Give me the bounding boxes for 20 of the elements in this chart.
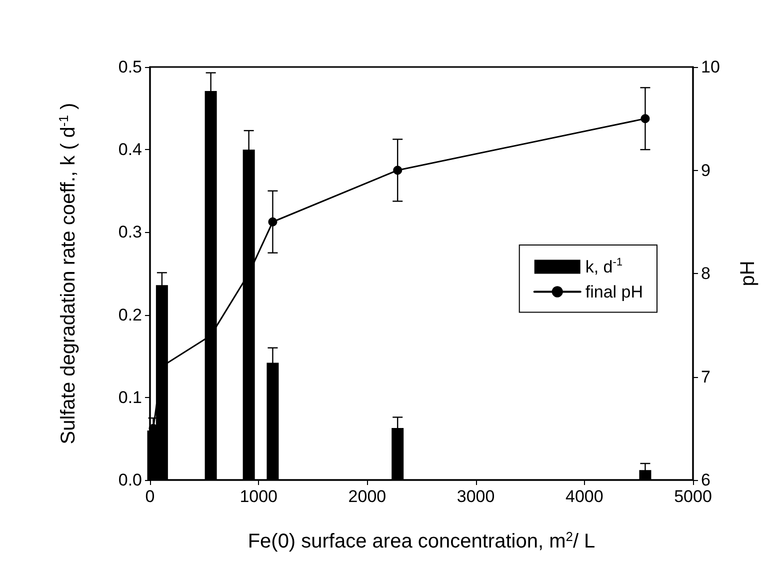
y-tick-label: 0.4 [118, 140, 142, 160]
y2-tick-label: 6 [701, 470, 710, 490]
y-tick-label: 0.0 [118, 470, 142, 490]
x-tick-label: 1000 [240, 487, 278, 506]
y2-tick-label: 8 [701, 264, 710, 283]
legend-label: final pH [585, 282, 643, 302]
x-tick-label: 5000 [674, 487, 712, 506]
y2-tick-label: 9 [701, 160, 710, 180]
y2-tick-label: 7 [701, 367, 710, 386]
x-tick-label: 4000 [565, 487, 604, 506]
y2-tick-label: 10 [701, 58, 720, 76]
x-tick-label: 0 [145, 487, 155, 506]
y-tick-label: 0.2 [118, 305, 142, 324]
y-tick-label: 0.5 [118, 58, 142, 76]
y-axis-title: Sulfate degradation rate coeff., k ( d-1 ) [56, 102, 80, 444]
x-tick-label: 2000 [348, 487, 386, 506]
y-tick-label: 0.1 [118, 388, 142, 407]
y2-axis-title: pH [737, 260, 759, 286]
x-tick-label: 3000 [456, 487, 495, 506]
y-tick-label: 0.3 [118, 222, 142, 242]
